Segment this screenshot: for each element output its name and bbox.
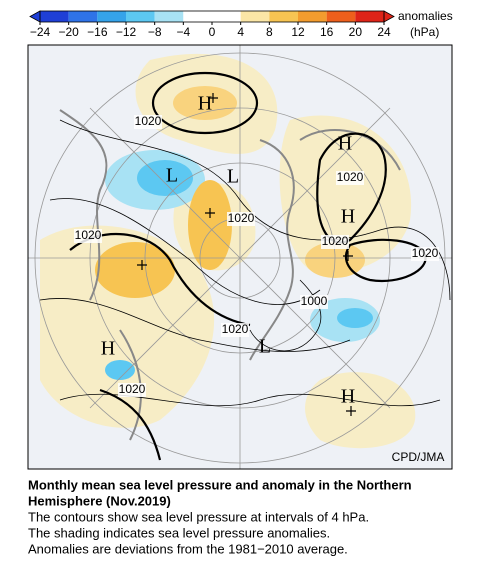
- pressure-center: H: [338, 133, 352, 155]
- coastlines: [59, 109, 401, 441]
- label-backdrop: [336, 171, 364, 185]
- colorbar-tick-label: −24: [30, 25, 51, 39]
- contour-label: 1020: [75, 228, 102, 242]
- pressure-center: H: [341, 206, 355, 228]
- label-backdrop: [227, 212, 255, 226]
- pressure-center: L: [166, 165, 178, 187]
- contour-label: 1020: [222, 322, 249, 336]
- caption-title: Monthly mean sea level pressure and anom…: [28, 477, 412, 492]
- contour-label: 1020: [119, 382, 146, 396]
- colorbar-segment: [154, 11, 184, 22]
- colorbar-segment: [355, 11, 384, 22]
- colorbar-tick-label: 20: [349, 25, 363, 39]
- colorbar-segment: [40, 11, 69, 22]
- colorbar: −24 −20 −16 −12 −8 −4 0 4 8 12 16 20 24 anomalies (hPa…: [29, 9, 453, 39]
- label-backdrop: [74, 229, 102, 243]
- credit: CPD/JMA: [392, 450, 445, 464]
- contour-label: 1020: [412, 246, 439, 260]
- contour-label: 1020: [337, 170, 364, 184]
- contour-label: 1020: [322, 234, 349, 248]
- label-backdrop: [300, 295, 328, 309]
- label-backdrop: [321, 235, 349, 249]
- pressure-center: H: [198, 93, 212, 115]
- colorbar-tick-label: 8: [266, 25, 273, 39]
- colorbar-tick-label: 4: [237, 25, 244, 39]
- caption-line: The shading indicates sea level pressure…: [28, 525, 330, 540]
- contour-label: 1020: [135, 114, 162, 128]
- colorbar-unit: (hPa): [410, 25, 439, 39]
- colorbar-tick-label: 24: [377, 25, 391, 39]
- caption-line: The contours show sea level pressure at …: [28, 509, 369, 524]
- caption-title: Hemisphere (Nov.2019): [28, 493, 171, 508]
- colorbar-segment: [183, 11, 212, 22]
- colorbar-segment: [298, 11, 327, 22]
- center-marks: [137, 93, 356, 416]
- caption-line: Anomalies are deviations from the 1981−2…: [28, 541, 348, 556]
- graticule: [28, 45, 452, 469]
- contour-label: 1000: [301, 294, 328, 308]
- colorbar-unit-label: anomalies: [398, 9, 453, 23]
- colorbar-segment: [269, 11, 298, 22]
- colorbar-arrow-left: [29, 10, 41, 23]
- pressure-center: L: [227, 166, 239, 188]
- map: [28, 45, 452, 469]
- colorbar-segment: [240, 11, 270, 22]
- colorbar-segment: [326, 11, 356, 22]
- label-backdrop: [118, 383, 146, 397]
- contours-1020: [69, 71, 427, 461]
- pressure-center: L: [259, 336, 271, 358]
- colorbar-tick-label: 16: [320, 25, 334, 39]
- colorbar-segment: [68, 11, 98, 22]
- colorbar-segment: [126, 11, 155, 22]
- colorbar-tick-label: −8: [148, 25, 162, 39]
- colorbar-tick-label: 0: [209, 25, 216, 39]
- label-backdrop: [134, 115, 162, 129]
- map-frame: [27, 44, 453, 470]
- pressure-center: H: [101, 338, 115, 360]
- colorbar-tick-label: −20: [58, 25, 79, 39]
- caption: Monthly mean sea level pressure and anom…: [28, 477, 412, 556]
- colorbar-arrow-right: [383, 10, 395, 23]
- label-backdrop: [221, 323, 249, 337]
- colorbar-segment: [97, 11, 126, 22]
- colorbar-tick-label: 12: [291, 25, 305, 39]
- pressure-center: H: [341, 386, 355, 408]
- colorbar-tick-label: −12: [116, 25, 137, 39]
- contour-label: 1020: [228, 211, 255, 225]
- colorbar-tick-label: −16: [87, 25, 108, 39]
- colorbar-tick-label: −4: [176, 25, 190, 39]
- colorbar-segment: [212, 11, 241, 22]
- label-backdrop: [411, 247, 439, 261]
- map-labels: H 1020 H L L 1020 1020 H 1020 1020 1020 1000 1020 L H 1…: [74, 93, 439, 408]
